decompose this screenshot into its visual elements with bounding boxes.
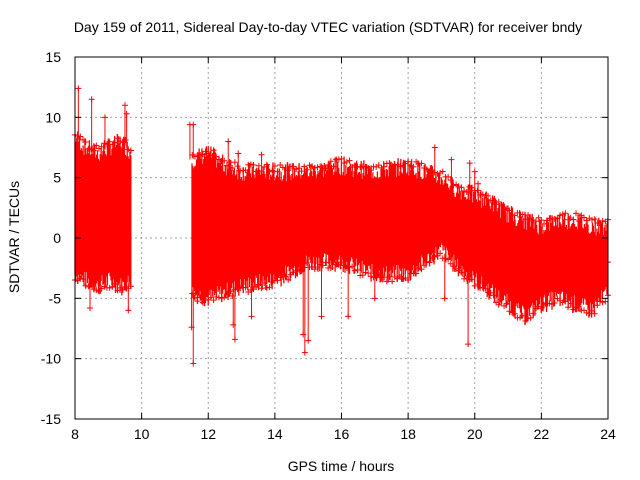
x-axis-label: GPS time / hours: [288, 458, 395, 474]
outlier-point-22: [371, 295, 378, 302]
outlier-point-26: [465, 341, 472, 348]
outlier-point-19: [305, 337, 312, 344]
x-tick-label-14: 14: [267, 426, 283, 442]
outlier-point-10: [190, 360, 197, 367]
x-tick-label-12: 12: [200, 426, 216, 442]
outlier-point-24: [441, 295, 448, 302]
outlier-point-21: [345, 313, 352, 320]
data-series-sdtvar: [72, 85, 611, 367]
x-tick-label-18: 18: [400, 426, 416, 442]
outlier-point-12: [235, 150, 242, 157]
outlier-point-23: [431, 144, 438, 151]
outlier-point-5: [86, 304, 93, 311]
outlier-point-29: [475, 180, 482, 187]
y-tick-label-m15: -15: [41, 411, 61, 427]
outlier-point-18: [301, 349, 308, 356]
outlier-point-3: [121, 102, 128, 109]
outlier-point-1: [88, 96, 95, 103]
axis-ticks: 8 10 12 14 16 18 20 22 24 -15 -10 -5 0 5 10 15: [41, 49, 616, 442]
chart-title: Day 159 of 2011, Sidereal Day-to-day VTE…: [74, 19, 582, 35]
x-tick-label-16: 16: [334, 426, 350, 442]
outlier-point-20: [318, 313, 325, 320]
outlier-point-8: [190, 121, 197, 128]
y-tick-label-5: 5: [53, 170, 61, 186]
y-tick-label-10: 10: [45, 109, 61, 125]
outlier-point-16: [248, 313, 255, 320]
y-tick-label-15: 15: [45, 49, 61, 65]
outlier-point-15: [231, 336, 238, 343]
x-tick-label-24: 24: [600, 426, 616, 442]
x-tick-label-20: 20: [467, 426, 483, 442]
outlier-point-0: [75, 85, 82, 92]
outlier-point-27: [466, 160, 473, 167]
outlier-point-11: [225, 138, 232, 145]
y-axis-label: SDTVAR / TECUs: [6, 181, 22, 293]
outlier-point-28: [471, 168, 478, 175]
x-tick-label-8: 8: [71, 426, 79, 442]
y-tick-label-m5: -5: [49, 290, 62, 306]
outlier-point-6: [125, 307, 132, 314]
outlier-point-25: [448, 156, 455, 163]
y-tick-label-0: 0: [53, 230, 61, 246]
x-tick-label-10: 10: [134, 426, 150, 442]
outlier-point-13: [258, 151, 265, 158]
outlier-point-4: [123, 110, 130, 117]
outlier-point-2: [101, 114, 108, 121]
x-tick-label-22: 22: [534, 426, 550, 442]
y-tick-label-m10: -10: [41, 351, 61, 367]
